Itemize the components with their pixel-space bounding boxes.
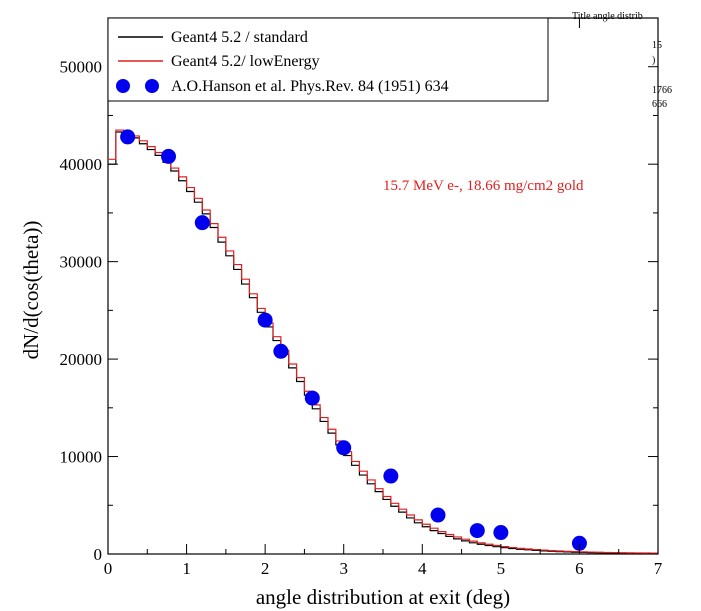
x-tick-label: 0 <box>104 559 113 578</box>
y-axis-title: dN/d(cos(theta)) <box>19 221 43 360</box>
legend-marker-hanson <box>116 79 130 93</box>
x-axis-title: angle distribution at exit (deg) <box>256 585 510 609</box>
legend-marker-hanson <box>145 79 159 93</box>
y-tick-label: 30000 <box>60 253 103 272</box>
data-point <box>493 525 509 541</box>
y-tick-label: 20000 <box>60 350 103 369</box>
stats-box-value: 15 <box>652 40 662 51</box>
x-tick-label: 2 <box>261 559 270 578</box>
series-line-1 <box>108 129 658 554</box>
y-tick-label: 40000 <box>60 155 103 174</box>
x-tick-label: 4 <box>418 559 427 578</box>
x-tick-label: 6 <box>575 559 584 578</box>
annotation-label: 15.7 MeV e-, 18.66 mg/cm2 gold <box>383 178 584 194</box>
x-tick-label: 1 <box>182 559 191 578</box>
stats-box-value: 666 <box>652 99 667 110</box>
stats-box-title: Title angle distrib <box>572 11 643 22</box>
stats-box-value: 1766 <box>652 85 672 96</box>
y-tick-label: 50000 <box>60 58 103 77</box>
legend-label-standard: Geant4 5.2 / standard <box>171 29 308 46</box>
data-point <box>273 343 289 359</box>
legend-label-hanson: A.O.Hanson et al. Phys.Rev. 84 (1951) 63… <box>171 78 449 95</box>
legend-box <box>107 17 549 102</box>
legend: Geant4 5.2 / standard Geant4 5.2/ lowEne… <box>107 17 549 102</box>
data-point <box>430 507 446 523</box>
y-tick-label: 10000 <box>60 448 103 467</box>
data-point <box>571 535 587 551</box>
stats-box: Title angle distrib 15 ) 1766 666 <box>572 11 672 110</box>
data-point <box>257 312 273 328</box>
data-point <box>336 440 352 456</box>
legend-label-lowenergy: Geant4 5.2/ lowEnergy <box>171 53 320 70</box>
axes-layer: 0 1 2 3 4 5 6 7 0 10000 20000 30000 40000 50000 <box>60 18 663 578</box>
y-tick-label: 0 <box>94 545 103 564</box>
data-point <box>194 215 210 231</box>
data-point <box>469 523 485 539</box>
stats-box-value: ) <box>652 55 655 66</box>
data-point <box>383 468 399 484</box>
series-layer <box>108 129 658 555</box>
data-point <box>161 148 176 164</box>
data-point <box>120 129 136 145</box>
x-tick-label: 7 <box>654 559 663 578</box>
data-point <box>304 390 320 406</box>
x-tick-label: 5 <box>497 559 506 578</box>
x-tick-label: 3 <box>339 559 348 578</box>
